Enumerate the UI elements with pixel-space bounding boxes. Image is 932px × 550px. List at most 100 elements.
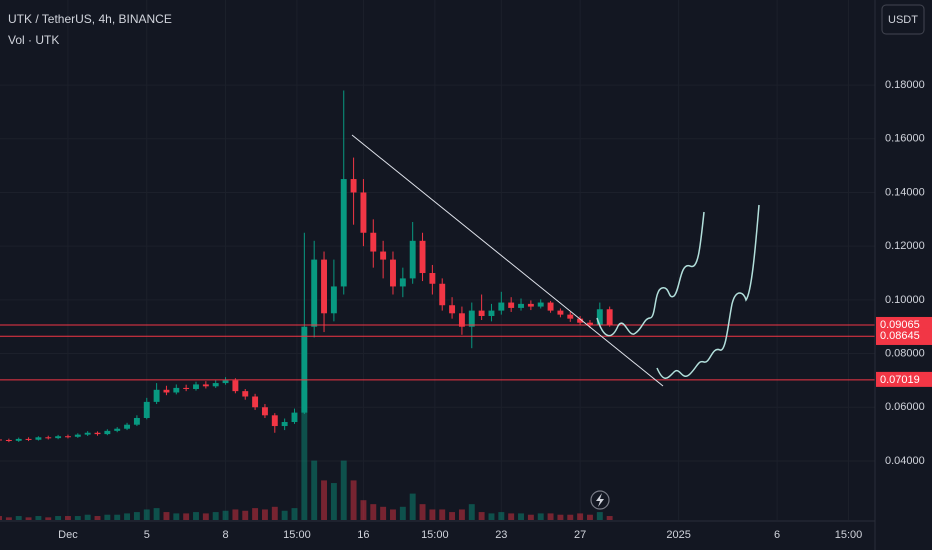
candle-body bbox=[271, 415, 278, 427]
x-tick-label: Dec bbox=[58, 529, 78, 541]
volume-bar bbox=[94, 516, 101, 520]
volume-bar bbox=[124, 513, 131, 520]
volume-bar bbox=[301, 388, 308, 520]
volume-bar bbox=[399, 506, 406, 520]
x-tick-label: 16 bbox=[357, 529, 369, 541]
candle-body bbox=[252, 396, 259, 408]
volume-bar bbox=[291, 508, 298, 520]
candle-body bbox=[311, 259, 318, 327]
candle-body bbox=[577, 318, 584, 323]
candle-body bbox=[488, 310, 495, 316]
candle-body bbox=[281, 422, 288, 427]
candle-body bbox=[45, 437, 52, 439]
volume-bar bbox=[527, 514, 534, 520]
volume-label: Vol · UTK bbox=[8, 33, 59, 47]
volume-bar bbox=[242, 510, 249, 520]
volume-bar bbox=[252, 508, 259, 520]
alert-icon[interactable] bbox=[590, 490, 610, 510]
x-tick-label: 15:00 bbox=[835, 529, 863, 541]
price-tag-label: 0.08645 bbox=[880, 330, 920, 342]
volume-bar bbox=[114, 514, 121, 520]
candle-body bbox=[449, 305, 456, 314]
candle-body bbox=[537, 302, 544, 307]
candle-body bbox=[340, 179, 347, 287]
candle-body bbox=[114, 428, 121, 431]
volume-bar bbox=[84, 514, 91, 520]
x-tick-label: 15:00 bbox=[283, 529, 311, 541]
price-tag bbox=[876, 328, 932, 344]
volume-bar bbox=[419, 504, 426, 520]
volume-bar bbox=[596, 512, 603, 520]
candle-body bbox=[380, 251, 387, 260]
candle-body bbox=[35, 437, 42, 440]
x-tick-label: 15:00 bbox=[421, 529, 449, 541]
candle-body bbox=[261, 407, 268, 416]
volume-bar bbox=[577, 513, 584, 520]
volume-bar bbox=[261, 509, 268, 520]
price-tag-label: 0.09065 bbox=[880, 319, 920, 331]
candle-layer bbox=[0, 90, 613, 443]
volume-bar bbox=[488, 513, 495, 520]
volume-bar bbox=[212, 512, 219, 520]
candle-body bbox=[291, 412, 298, 423]
candle-body bbox=[25, 438, 32, 440]
volume-bar bbox=[0, 516, 2, 520]
candle-body bbox=[5, 440, 12, 441]
volume-bar bbox=[429, 509, 436, 520]
y-tick-label: 0.08000 bbox=[885, 347, 925, 359]
y-tick-label: 0.04000 bbox=[885, 455, 925, 467]
candle-body bbox=[350, 179, 357, 193]
candle-body bbox=[0, 439, 2, 441]
candle-body bbox=[143, 401, 150, 418]
candle-body bbox=[606, 309, 613, 325]
candle-body bbox=[557, 310, 564, 315]
volume-bar bbox=[104, 514, 111, 520]
candle-body bbox=[232, 380, 239, 392]
volume-bar bbox=[390, 509, 396, 520]
candle-body bbox=[163, 389, 170, 393]
candle-body bbox=[360, 192, 367, 233]
volume-bar bbox=[468, 504, 475, 520]
trend-line bbox=[351, 134, 664, 387]
x-tick-label: 8 bbox=[222, 529, 228, 541]
volume-bar bbox=[360, 500, 367, 520]
projection-path bbox=[596, 211, 705, 337]
volume-bar bbox=[133, 512, 140, 520]
candle-body bbox=[124, 424, 131, 429]
candle-body bbox=[173, 387, 180, 393]
price-tag-label: 0.07019 bbox=[880, 374, 920, 386]
volume-bar bbox=[25, 517, 32, 520]
candle-body bbox=[498, 302, 505, 311]
candle-body bbox=[527, 303, 534, 307]
candle-body bbox=[202, 384, 209, 387]
candle-body bbox=[321, 259, 327, 314]
volume-bar bbox=[478, 512, 485, 520]
candle-body bbox=[587, 322, 593, 326]
candle-body bbox=[596, 309, 603, 326]
volume-bar bbox=[143, 509, 150, 520]
candle-body bbox=[419, 240, 426, 274]
volume-bar bbox=[587, 514, 593, 520]
grid bbox=[0, 0, 875, 520]
volume-bar bbox=[311, 460, 318, 520]
volume-bar bbox=[74, 516, 81, 520]
candle-body bbox=[183, 387, 190, 389]
candle-body bbox=[84, 432, 91, 435]
volume-bar bbox=[45, 517, 52, 520]
volume-bar bbox=[340, 460, 347, 520]
volume-bar bbox=[202, 513, 209, 520]
volume-bar bbox=[193, 512, 199, 520]
volume-bar bbox=[518, 513, 524, 520]
candle-body bbox=[153, 389, 160, 402]
candle-body bbox=[508, 302, 515, 308]
y-tick-label: 0.06000 bbox=[885, 401, 925, 413]
volume-bar bbox=[153, 508, 160, 520]
volume-bar bbox=[232, 509, 239, 520]
candle-body bbox=[330, 286, 337, 314]
currency-button[interactable]: USDT bbox=[881, 4, 925, 35]
candle-body bbox=[547, 302, 554, 311]
candle-body bbox=[65, 436, 71, 438]
candle-body bbox=[133, 417, 140, 425]
